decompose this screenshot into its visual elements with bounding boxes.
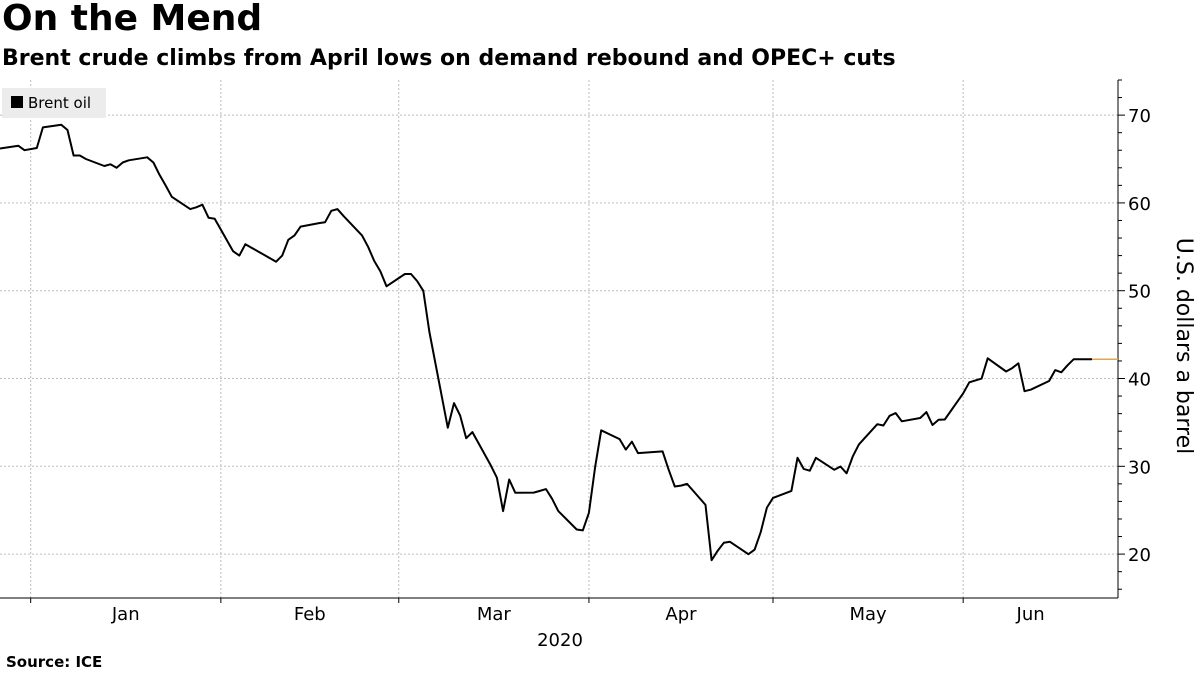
source-note: Source: ICE [6, 653, 103, 671]
x-tick-label-jan: Jan [111, 604, 140, 625]
x-tick-label-mar: Mar [477, 604, 512, 625]
x-axis-year-label: 2020 [537, 630, 583, 651]
legend-swatch [11, 96, 23, 108]
y-tick-label-20: 20 [1128, 545, 1151, 566]
gridlines [0, 80, 1118, 598]
y-axis-title: U.S. dollars a barrel [1171, 238, 1196, 454]
x-tick-label-apr: Apr [665, 604, 697, 625]
series-line-brent-oil [0, 123, 1093, 562]
series-group [0, 123, 1118, 562]
y-tick-label-30: 30 [1128, 457, 1151, 478]
axes: 20 30 40 50 60 70 Jan Feb Mar Apr May Jun [0, 79, 1151, 625]
y-tick-label-40: 40 [1128, 370, 1151, 391]
chart-title: On the Mend [2, 0, 263, 39]
y-tick-label-60: 60 [1128, 194, 1151, 215]
legend-label: Brent oil [28, 94, 91, 112]
x-tick-label-feb: Feb [294, 604, 326, 625]
legend: Brent oil [2, 88, 106, 118]
x-tick-label-may: May [849, 604, 887, 625]
y-tick-label-50: 50 [1128, 282, 1151, 303]
chart-subtitle: Brent crude climbs from April lows on de… [2, 46, 896, 71]
x-tick-label-jun: Jun [1016, 604, 1045, 625]
y-tick-label-70: 70 [1128, 106, 1151, 127]
